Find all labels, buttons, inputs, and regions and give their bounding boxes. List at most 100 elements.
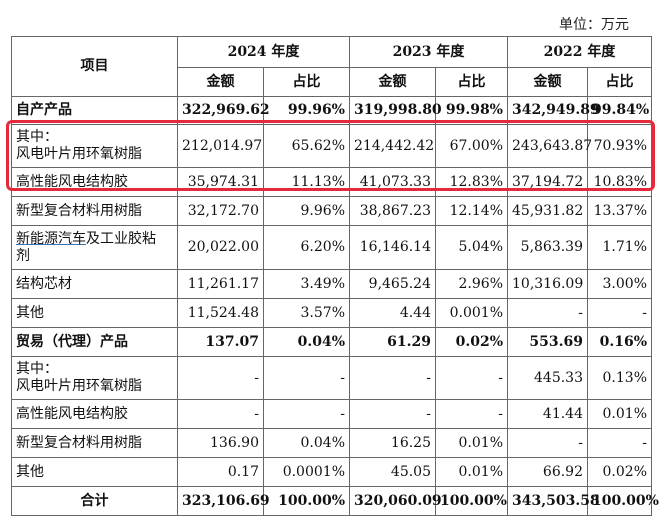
ratio-cell: -: [263, 356, 350, 400]
amount-cell: 61.29: [349, 327, 436, 357]
amount-cell: 16,146.14: [349, 225, 436, 270]
ratio-cell: 100.00%: [587, 486, 659, 516]
amount-cell: -: [349, 399, 436, 429]
table-row: 结构芯材 11,261.17 3.49% 9,465.24 2.96% 10,316.09…: [11, 269, 652, 299]
amount-cell: 38,867.23: [349, 196, 436, 226]
row-label: 结构芯材: [11, 269, 178, 299]
header-year-2024: 2024 年度: [177, 36, 350, 68]
amount-cell: 319,998.80: [349, 96, 442, 125]
table-row: 自产产品 322,969.62 99.96% 319,998.80 99.98% 342,…: [11, 96, 652, 125]
amount-cell: 243,643.87: [507, 124, 592, 168]
table-body: 自产产品 322,969.62 99.96% 319,998.80 99.98% 342,…: [11, 96, 659, 516]
table-row: 其他 11,524.48 3.57% 4.44 0.001% - -: [11, 298, 652, 328]
amount-cell: 553.69: [507, 327, 588, 357]
ratio-cell: -: [263, 399, 350, 429]
row-label: 其中： 风电叶片用环氧树脂: [11, 356, 178, 400]
row-label: 新能源汽车及工业胶粘剂: [11, 225, 178, 270]
amount-cell: 342,949.89: [507, 96, 600, 125]
amount-cell: 212,014.97: [177, 124, 264, 168]
amount-cell: 45.05: [349, 457, 436, 487]
ratio-cell: 1.71%: [587, 225, 652, 270]
amount-cell: -: [349, 356, 436, 400]
ratio-cell: 3.57%: [263, 298, 350, 328]
amount-cell: 322,969.62: [177, 96, 270, 125]
unit-label: 单位：万元: [559, 17, 629, 33]
ratio-cell: 6.20%: [263, 225, 350, 270]
amount-cell: 214,442.42: [349, 124, 436, 168]
header-ratio: 占比: [587, 67, 652, 97]
amount-cell: 66.92: [507, 457, 588, 487]
table-row: 其中： 风电叶片用环氧树脂 - - - -445.33 0.13%: [11, 356, 652, 400]
amount-cell: 11,261.17: [177, 269, 264, 299]
amount-cell: 137.07: [177, 327, 264, 357]
amount-cell: 343,503.58: [507, 486, 600, 516]
header-ratio: 占比: [435, 67, 508, 97]
ratio-cell: 99.98%: [435, 96, 508, 125]
row-label: 贸易（代理）产品: [11, 327, 178, 357]
table-row: 贸易（代理）产品 137.07 0.04% 61.29 0.02% 553.69 0.16%: [11, 327, 652, 357]
ratio-cell: 5.04%: [435, 225, 508, 270]
ratio-cell: 11.13%: [263, 167, 350, 197]
amount-cell: 20,022.00: [177, 225, 264, 270]
amount-cell: 10,316.09: [507, 269, 588, 299]
header-item: 项目: [11, 36, 178, 97]
ratio-cell: 0.01%: [435, 428, 508, 458]
table-row: 其他 0.17 0.0001% 45.05 0.01% 66.92 0.02%: [11, 457, 652, 487]
ratio-cell: 3.49%: [263, 269, 350, 299]
amount-cell: 11,524.48: [177, 298, 264, 328]
amount-cell: 323,106.69: [177, 486, 270, 516]
ratio-cell: 0.01%: [587, 399, 652, 429]
header-ratio: 占比: [263, 67, 350, 97]
amount-cell: 136.90: [177, 428, 264, 458]
ratio-cell: 0.16%: [587, 327, 652, 357]
row-label: 新型复合材料用树脂: [11, 196, 178, 226]
ratio-cell: 67.00%: [435, 124, 508, 168]
row-label: 新型复合材料用树脂: [11, 428, 178, 458]
amount-cell: 445.33: [507, 356, 588, 400]
ratio-cell: 100.00%: [263, 486, 350, 516]
table-row: 高性能风电结构胶 - - - -41.44 0.01%: [11, 399, 652, 429]
ratio-cell: 10.83%: [587, 167, 652, 197]
ratio-cell: 9.96%: [263, 196, 350, 226]
ratio-cell: 99.84%: [587, 96, 652, 125]
header-amount: 金额: [507, 67, 588, 97]
row-label: 其他: [11, 457, 178, 487]
amount-cell: -: [507, 428, 588, 458]
ratio-cell: -: [587, 298, 652, 328]
table-row: 新能源汽车及工业胶粘剂 20,022.00 6.20% 16,146.14 5.04% 5…: [11, 225, 652, 270]
ratio-cell: 12.83%: [435, 167, 508, 197]
ratio-cell: 13.37%: [587, 196, 652, 226]
ratio-cell: -: [435, 356, 508, 400]
ratio-cell: 0.02%: [435, 327, 508, 357]
row-label: 自产产品: [11, 96, 178, 125]
amount-cell: 32,172.70: [177, 196, 264, 226]
ratio-cell: 100.00%: [435, 486, 508, 516]
amount-cell: 9,465.24: [349, 269, 436, 299]
table-row: 其中： 风电叶片用环氧树脂 212,014.97 65.62% 214,442.42 67…: [11, 124, 652, 168]
amount-cell: 41,073.33: [349, 167, 436, 197]
ratio-cell: 0.02%: [587, 457, 652, 487]
ratio-cell: 0.01%: [435, 457, 508, 487]
amount-cell: 41.44: [507, 399, 588, 429]
amount-cell: 5,863.39: [507, 225, 588, 270]
ratio-cell: 3.00%: [587, 269, 652, 299]
row-label: 高性能风电结构胶: [11, 399, 178, 429]
row-label: 其他: [11, 298, 178, 328]
row-label: 合计: [11, 486, 178, 516]
row-label: 高性能风电结构胶: [11, 167, 178, 197]
ratio-cell: -: [587, 428, 652, 458]
amount-cell: 37,194.72: [507, 167, 588, 197]
ratio-cell: 99.96%: [263, 96, 350, 125]
header-amount: 金额: [349, 67, 436, 97]
amount-cell: 320,060.09: [349, 486, 442, 516]
header-year-2022: 2022 年度: [507, 36, 652, 68]
amount-cell: -: [177, 399, 264, 429]
table-row: 新型复合材料用树脂 136.90 0.04% 16.25 0.01% - -: [11, 428, 652, 458]
header-amount: 金额: [177, 67, 264, 97]
revenue-table: 项目 2024 年度 2023 年度 2022 年度 金额 占比 金额 占比 金…: [11, 36, 659, 516]
ratio-cell: 0.13%: [587, 356, 652, 400]
ratio-cell: 12.14%: [435, 196, 508, 226]
ratio-cell: 0.04%: [263, 327, 350, 357]
table-row: 合计 323,106.69 100.00% 320,060.09 100.00% 343,…: [11, 486, 659, 516]
ratio-cell: 0.04%: [263, 428, 350, 458]
